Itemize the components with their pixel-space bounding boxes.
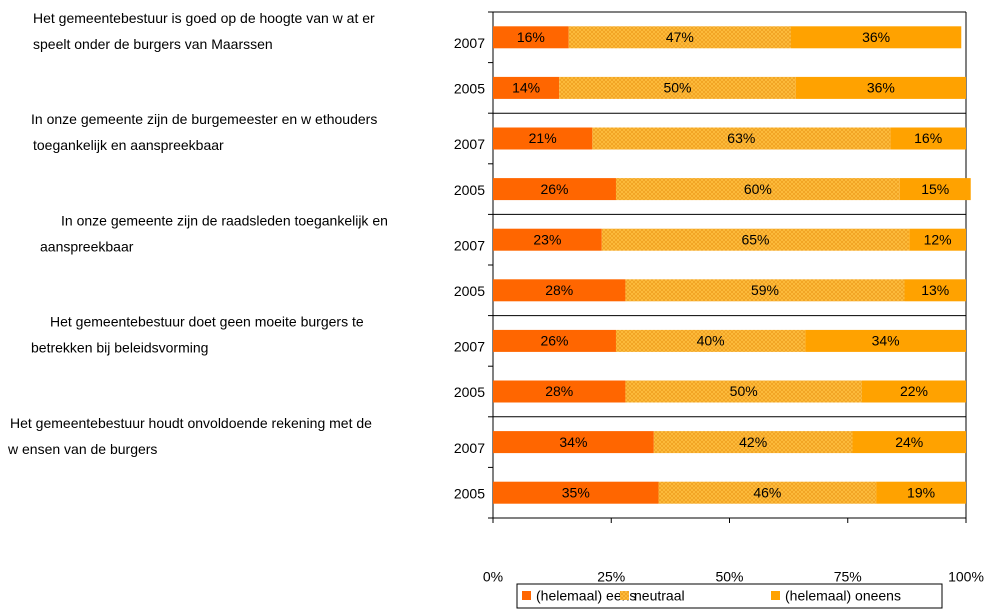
legend-label: (helemaal) eens — [536, 588, 636, 604]
data-label: 16% — [914, 130, 942, 146]
bar-segment — [861, 380, 966, 403]
y-tick-label: 2005 — [454, 283, 485, 299]
data-label: 22% — [900, 383, 928, 399]
bar-segment — [852, 431, 966, 454]
data-label: 23% — [533, 231, 561, 247]
data-label: 47% — [666, 29, 694, 45]
bar-segment — [876, 481, 966, 504]
legend-swatch — [522, 591, 531, 600]
x-tick-label: 100% — [948, 569, 984, 585]
x-tick-label: 0% — [483, 569, 503, 585]
bar-segment — [493, 26, 569, 49]
data-label: 28% — [545, 282, 573, 298]
group-label: Het gemeentebestuur houdt onvoldoende re… — [10, 415, 372, 431]
bar-segment — [795, 76, 966, 99]
legend-box — [516, 583, 943, 609]
data-label: 34% — [559, 434, 587, 450]
bar-segment — [899, 178, 971, 201]
data-label: 60% — [744, 181, 772, 197]
group-label: speelt onder de burgers van Maarssen — [33, 36, 273, 52]
y-tick-label: 2007 — [454, 339, 485, 355]
y-tick-label: 2007 — [454, 440, 485, 456]
data-label: 59% — [751, 282, 779, 298]
bar-segment — [625, 380, 862, 403]
bar-segment — [493, 76, 560, 99]
y-tick-label: 2007 — [454, 136, 485, 152]
legend-swatch — [620, 591, 629, 600]
group-label: In onze gemeente zijn de raadsleden toeg… — [61, 212, 388, 228]
bar-segment — [559, 76, 796, 99]
data-label: 35% — [562, 484, 590, 500]
bar-segment — [493, 380, 626, 403]
data-label: 50% — [730, 383, 758, 399]
bar-segment — [909, 228, 966, 251]
bar-segment — [805, 329, 966, 352]
group-label: w ensen van de burgers — [7, 441, 157, 457]
group-label: betrekken bij beleidsvorming — [31, 340, 208, 356]
group-label: aanspreekbaar — [40, 238, 134, 254]
data-label: 34% — [872, 333, 900, 349]
y-tick-label: 2007 — [454, 237, 485, 253]
bar-segment — [625, 279, 905, 302]
data-label: 65% — [741, 231, 769, 247]
y-tick-label: 2005 — [454, 384, 485, 400]
data-label: 50% — [663, 80, 691, 96]
bar-segment — [653, 431, 853, 454]
data-label: 42% — [739, 434, 767, 450]
data-label: 40% — [697, 333, 725, 349]
data-label: 28% — [545, 383, 573, 399]
data-label: 24% — [895, 434, 923, 450]
data-label: 12% — [924, 231, 952, 247]
bar-segment — [890, 127, 966, 150]
group-label: Het gemeentebestuur is goed op de hoogte… — [33, 10, 375, 26]
x-tick-label: 75% — [834, 569, 862, 585]
group-label: Het gemeentebestuur doet geen moeite bur… — [50, 314, 364, 330]
data-label: 26% — [540, 181, 568, 197]
legend-swatch — [771, 591, 780, 600]
group-label: In onze gemeente zijn de burgemeester en… — [31, 111, 377, 127]
data-label: 46% — [753, 484, 781, 500]
bar-segment — [493, 481, 659, 504]
x-tick-label: 25% — [597, 569, 625, 585]
bar-segment — [615, 178, 900, 201]
y-tick-label: 2005 — [454, 81, 485, 97]
y-tick-label: 2005 — [454, 485, 485, 501]
bar-segment — [493, 329, 616, 352]
legend-label: neutraal — [634, 588, 685, 604]
data-label: 26% — [540, 333, 568, 349]
y-tick-label: 2007 — [454, 35, 485, 51]
bar-segment — [493, 127, 593, 150]
bar-segment — [568, 26, 791, 49]
data-label: 36% — [867, 80, 895, 96]
legend-label: (helemaal) oneens — [785, 588, 901, 604]
data-label: 14% — [512, 80, 540, 96]
data-label: 15% — [921, 181, 949, 197]
bar-segment — [592, 127, 891, 150]
data-label: 63% — [727, 130, 755, 146]
bar-segment — [658, 481, 877, 504]
bar-segment — [493, 178, 616, 201]
bar-segment — [790, 26, 962, 49]
y-tick-label: 2005 — [454, 182, 485, 198]
bar-segment — [493, 279, 626, 302]
data-label: 13% — [921, 282, 949, 298]
data-label: 21% — [529, 130, 557, 146]
bar-segment — [493, 431, 654, 454]
group-label: toegankelijk en aanspreekbaar — [33, 137, 224, 153]
bar-segment — [904, 279, 966, 302]
data-label: 36% — [862, 29, 890, 45]
bar-segment — [615, 329, 806, 352]
data-label: 16% — [517, 29, 545, 45]
bar-segment — [601, 228, 910, 251]
bar-segment — [493, 228, 602, 251]
data-label: 19% — [907, 484, 935, 500]
x-tick-label: 50% — [715, 569, 743, 585]
